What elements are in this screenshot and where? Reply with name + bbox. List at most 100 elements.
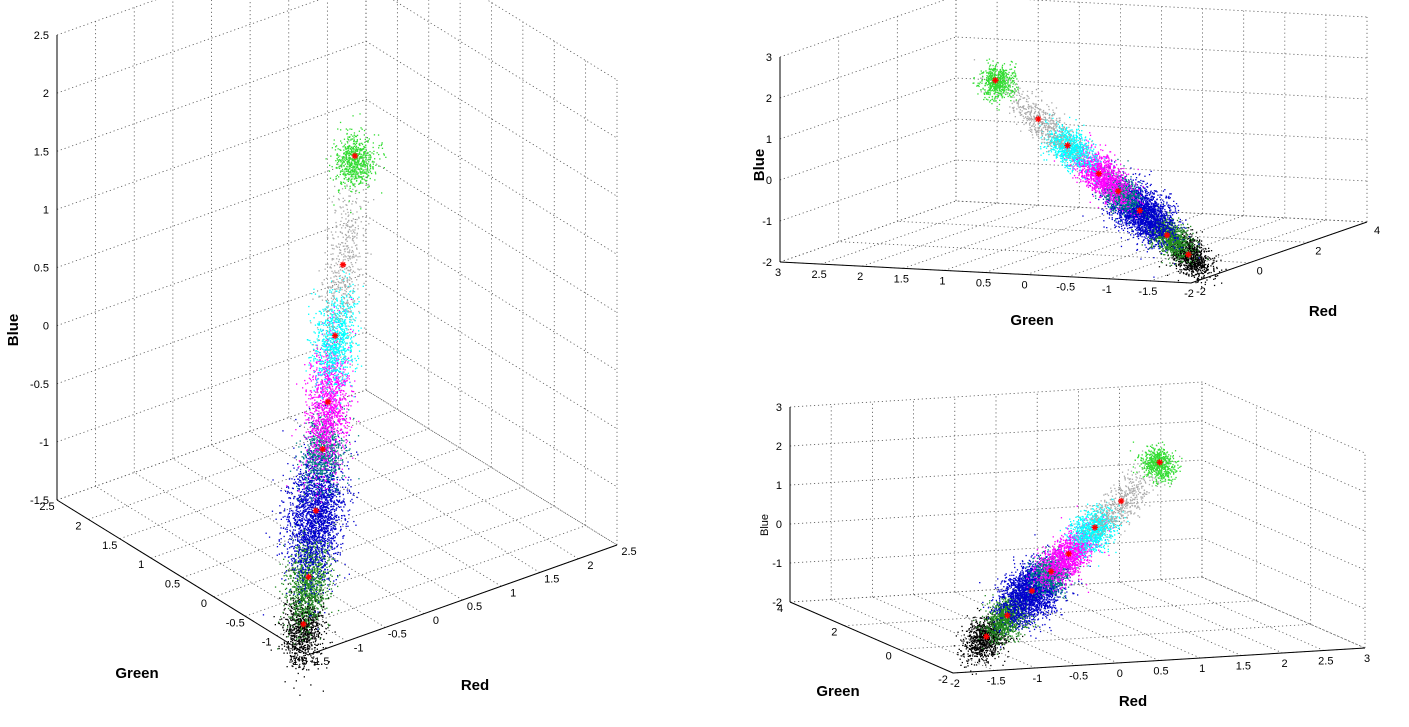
data-point (310, 610, 312, 612)
data-point (292, 655, 294, 658)
data-point (314, 619, 316, 621)
data-point (357, 435, 360, 437)
data-point (349, 509, 351, 511)
data-point (311, 425, 313, 427)
data-point (318, 542, 320, 544)
data-point (303, 592, 305, 595)
data-point (318, 556, 320, 558)
data-point (295, 520, 297, 522)
data-point (316, 566, 318, 568)
data-point (303, 627, 305, 629)
data-point (265, 532, 267, 534)
data-point (326, 607, 328, 609)
data-point (295, 603, 297, 605)
data-point (331, 464, 333, 466)
data-point (309, 618, 312, 620)
data-point (306, 495, 309, 497)
data-point (289, 594, 291, 596)
data-point (305, 560, 307, 562)
data-point (313, 569, 315, 571)
data-point (296, 614, 298, 616)
data-point (308, 422, 310, 424)
data-point (326, 578, 328, 580)
data-point (323, 581, 325, 583)
data-point (309, 558, 311, 560)
data-point (283, 624, 285, 626)
data-point (316, 586, 319, 589)
data-point (330, 483, 332, 486)
data-point (329, 490, 331, 492)
data-point (304, 589, 306, 591)
data-point (321, 607, 323, 609)
data-point (323, 444, 325, 446)
data-point (278, 647, 280, 650)
data-point (319, 511, 321, 513)
data-point (295, 589, 298, 591)
data-point (318, 565, 320, 568)
data-point (297, 557, 300, 559)
data-point (296, 505, 298, 507)
data-point (307, 585, 309, 587)
data-point (302, 659, 304, 661)
data-point (300, 643, 302, 645)
data-point (320, 604, 322, 607)
data-point (296, 490, 299, 492)
data-point (307, 521, 309, 523)
wall-grid-line (56, 389, 618, 546)
data-point (305, 472, 307, 474)
data-point (289, 650, 291, 652)
data-point (313, 504, 315, 506)
data-point (311, 492, 313, 494)
data-point (307, 482, 309, 484)
data-point (295, 505, 298, 507)
data-point (303, 551, 305, 553)
data-point (342, 493, 344, 496)
data-point (294, 623, 296, 625)
data-point (305, 659, 307, 661)
data-point (297, 617, 300, 620)
data-point (304, 600, 306, 603)
data-point (335, 457, 337, 459)
data-point (321, 556, 323, 558)
data-point (303, 553, 305, 555)
data-point (308, 608, 311, 610)
data-point (287, 463, 289, 465)
data-point (290, 657, 292, 659)
data-point (316, 501, 318, 503)
x-tick-label: -1 (354, 642, 364, 654)
data-point (302, 514, 305, 516)
data-point (310, 684, 312, 686)
data-point (294, 457, 296, 459)
data-point (286, 601, 288, 603)
data-point (350, 492, 352, 494)
data-point (338, 516, 340, 518)
data-point (308, 598, 310, 600)
data-point (307, 618, 309, 620)
data-point (333, 521, 335, 524)
data-point (312, 450, 315, 452)
data-point (314, 610, 316, 612)
data-point (302, 634, 305, 636)
data-point (306, 518, 308, 520)
data-point (321, 579, 323, 582)
data-point (324, 512, 327, 515)
data-point (319, 638, 321, 640)
data-point (314, 625, 316, 627)
data-point (337, 434, 339, 436)
data-point (292, 662, 294, 665)
data-point (294, 573, 296, 576)
data-point (304, 463, 306, 465)
data-point (305, 561, 307, 563)
data-point (334, 503, 337, 505)
data-point (339, 552, 341, 554)
data-point (322, 514, 324, 516)
data-point (300, 595, 302, 597)
data-point (293, 612, 295, 614)
data-point (304, 633, 306, 635)
data-point (299, 525, 301, 527)
data-point (310, 627, 313, 630)
data-point (311, 493, 314, 495)
data-point (348, 468, 350, 470)
data-point (301, 565, 303, 567)
data-point (318, 478, 320, 481)
